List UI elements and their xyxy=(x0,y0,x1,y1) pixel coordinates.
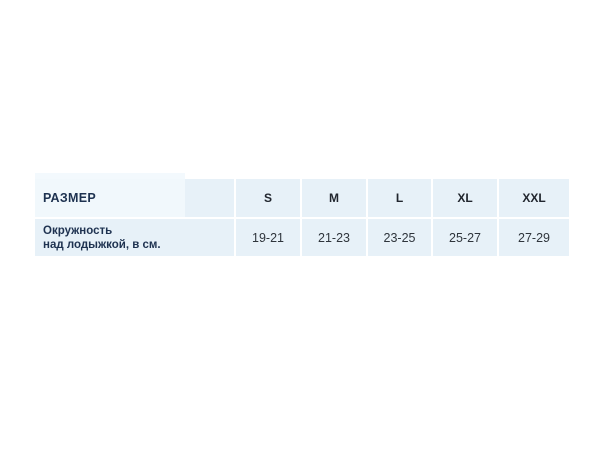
value-cell-xl: 25-27 xyxy=(433,219,497,256)
header-cell-size-l: L xyxy=(368,179,431,217)
value-xl: 25-27 xyxy=(449,230,481,245)
size-m-label: M xyxy=(329,191,339,205)
row-label-cell: Окружность над лодыжкой, в см. xyxy=(35,219,234,256)
value-s: 19-21 xyxy=(252,230,284,245)
size-chart-table: РАЗМЕР S M L XL XXL Окружность над лодыж… xyxy=(35,173,569,256)
header-cell-size-xxl: XXL xyxy=(499,179,569,217)
value-cell-l: 23-25 xyxy=(368,219,431,256)
value-cell-xxl: 27-29 xyxy=(499,219,569,256)
header-cell-size-s: S xyxy=(236,179,300,217)
size-l-label: L xyxy=(395,191,404,205)
size-s-label: S xyxy=(263,191,272,205)
header-cell-size-xl: XL xyxy=(433,179,497,217)
row-label-circumference: Окружность над лодыжкой, в см. xyxy=(43,224,161,252)
value-cell-m: 21-23 xyxy=(302,219,366,256)
value-m: 21-23 xyxy=(318,230,350,245)
size-xxl-label: XXL xyxy=(522,191,546,205)
size-xl-label: XL xyxy=(457,191,473,205)
header-razmer-label: РАЗМЕР xyxy=(43,191,96,205)
header-cell-razmer: РАЗМЕР xyxy=(35,173,234,217)
row-label-line-1: Окружность xyxy=(43,224,113,237)
value-l: 23-25 xyxy=(383,230,416,245)
value-xxl: 27-29 xyxy=(518,230,550,245)
value-cell-s: 19-21 xyxy=(236,219,300,256)
row-label-line-2: над лодыжкой, в см. xyxy=(43,238,161,251)
header-cell-size-m: M xyxy=(302,179,366,217)
